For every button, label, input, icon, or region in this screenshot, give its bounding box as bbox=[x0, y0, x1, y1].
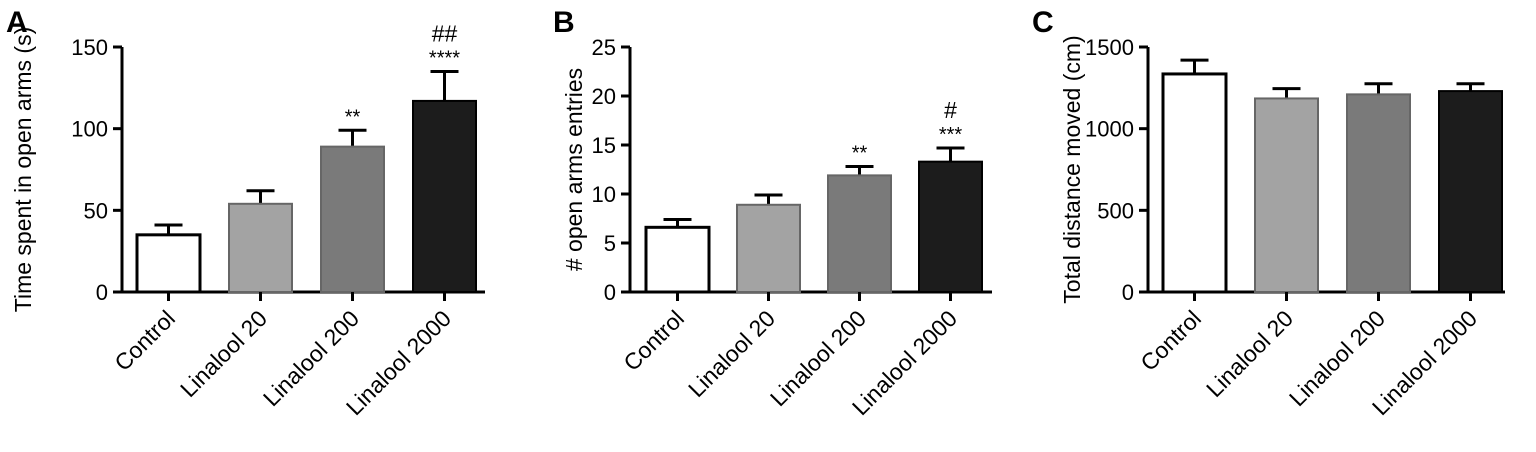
y-axis-title: # open arms entries bbox=[561, 68, 587, 271]
y-tick-label: 10 bbox=[592, 182, 616, 207]
significance-annotation: ** bbox=[852, 143, 868, 165]
x-tick-label: Control bbox=[109, 305, 180, 376]
bar bbox=[1254, 97, 1319, 293]
bar bbox=[918, 160, 983, 293]
y-tick-label: 500 bbox=[1097, 198, 1134, 223]
y-tick-label: 0 bbox=[96, 280, 108, 305]
y-tick-label: 25 bbox=[592, 35, 616, 60]
bar bbox=[228, 202, 293, 293]
bar bbox=[320, 145, 385, 293]
bar bbox=[1346, 93, 1411, 293]
y-tick-label: 50 bbox=[84, 198, 108, 223]
panel-a: A 0 50 100 150 Time spent in open arms (s) Con… bbox=[6, 6, 485, 420]
y-tick-label: 1000 bbox=[1085, 117, 1134, 142]
y-tick-label: 5 bbox=[604, 231, 616, 256]
significance-annotation: ** bbox=[345, 106, 361, 128]
significance-annotation: **** bbox=[429, 48, 460, 70]
y-axis-title: Time spent in open arms (s) bbox=[10, 27, 36, 312]
y-axis-title: Total distance moved (cm) bbox=[1059, 35, 1085, 303]
bar bbox=[1161, 72, 1228, 294]
significance-annotation: *** bbox=[939, 124, 963, 146]
bar bbox=[412, 99, 477, 294]
panel-b: B 0 5 10 15 20 25# open arms entries ControlLin… bbox=[553, 6, 992, 420]
x-tick-label: Linalool 20 bbox=[683, 305, 780, 402]
bar bbox=[135, 233, 202, 294]
x-tick-label: Control bbox=[618, 305, 689, 376]
x-tick-label: Control bbox=[1135, 305, 1206, 376]
hash-annotation: ## bbox=[432, 21, 458, 47]
x-tick-label: Linalool 20 bbox=[175, 305, 272, 402]
panel-label: A bbox=[6, 6, 28, 39]
bar bbox=[644, 225, 711, 294]
hash-annotation: # bbox=[944, 97, 957, 123]
panel-label: C bbox=[1032, 6, 1054, 39]
bar bbox=[1438, 90, 1503, 293]
y-tick-label: 0 bbox=[604, 280, 616, 305]
y-tick-label: 0 bbox=[1122, 280, 1134, 305]
y-tick-label: 150 bbox=[71, 35, 108, 60]
y-tick-label: 1500 bbox=[1085, 35, 1134, 60]
y-tick-label: 15 bbox=[592, 133, 616, 158]
bar bbox=[827, 174, 892, 294]
bar bbox=[736, 203, 801, 293]
x-tick-label: Linalool 20 bbox=[1201, 305, 1298, 402]
y-tick-label: 20 bbox=[592, 84, 616, 109]
y-tick-label: 100 bbox=[71, 117, 108, 142]
panel-label: B bbox=[553, 6, 575, 39]
